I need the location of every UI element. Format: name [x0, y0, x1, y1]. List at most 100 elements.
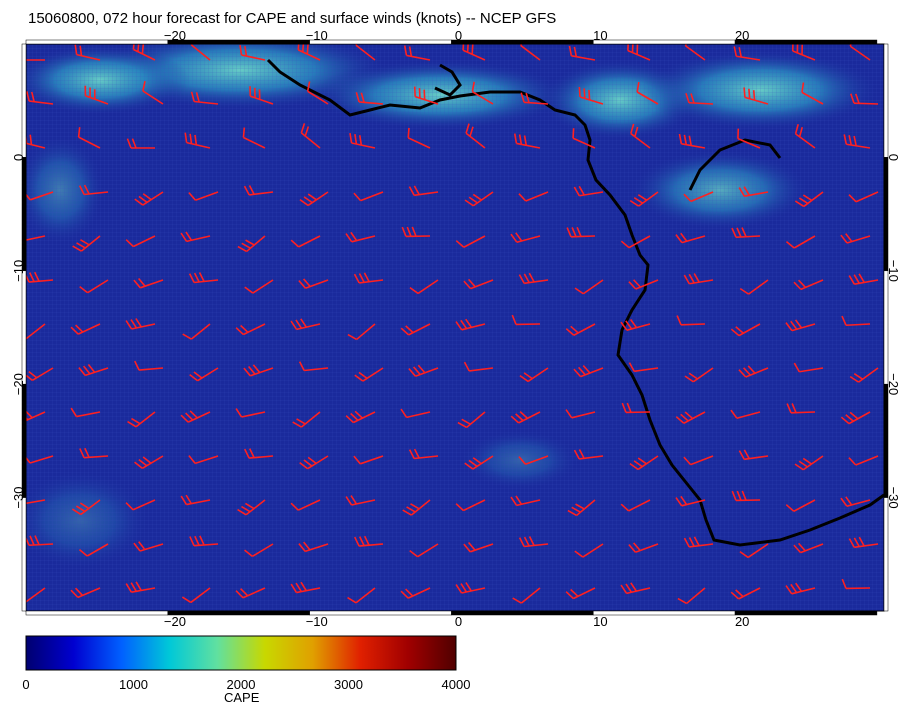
- lat-tick-label: 0: [11, 154, 26, 161]
- wind-barb: [190, 44, 211, 61]
- wind-barb: [519, 367, 549, 383]
- wind-barb: [793, 362, 824, 373]
- wind-barb: [841, 578, 871, 590]
- wind-barb: [676, 315, 706, 326]
- wind-barb: [849, 367, 879, 383]
- map-frame: [21, 39, 889, 616]
- wind-barb: [79, 447, 109, 459]
- wind-barb: [675, 495, 706, 507]
- wind-barb: [464, 191, 494, 207]
- lat-tick-label: 0: [886, 154, 901, 161]
- lat-tick-label: −30: [886, 487, 901, 509]
- wind-barb: [400, 587, 431, 599]
- wind-barb: [520, 44, 541, 61]
- wind-barb: [463, 278, 494, 290]
- wind-barb: [354, 367, 384, 382]
- wind-barb: [511, 314, 541, 326]
- lat-tick-label: −30: [11, 487, 26, 509]
- wind-barb: [621, 402, 651, 414]
- wind-barb: [134, 191, 164, 206]
- wind-barb: [133, 541, 164, 552]
- lon-tick-label: 10: [593, 614, 607, 629]
- wind-barb: [74, 44, 101, 61]
- wind-barb: [791, 44, 816, 61]
- wind-barb: [26, 367, 54, 382]
- wind-barb: [182, 323, 211, 340]
- wind-barb: [237, 235, 266, 253]
- wind-barb: [565, 587, 596, 600]
- wind-barb: [573, 365, 604, 378]
- wind-barb: [464, 455, 494, 470]
- wind-barb: [78, 364, 109, 377]
- africa-coastline: [266, 58, 884, 547]
- wind-barb: [125, 499, 156, 511]
- wind-barb: [26, 323, 46, 340]
- wind-barb: [843, 134, 871, 149]
- wind-barb: [578, 86, 604, 105]
- wind-barb: [292, 411, 321, 428]
- wind-barb: [298, 278, 329, 289]
- wind-barb: [345, 231, 376, 243]
- wind-barb: [636, 82, 659, 105]
- wind-barb: [297, 44, 321, 61]
- wind-barb: [345, 495, 376, 506]
- wind-barb: [355, 92, 384, 105]
- wind-barb: [567, 499, 596, 517]
- wind-barb: [290, 318, 321, 331]
- wind-barb: [455, 235, 486, 248]
- wind-barb: [134, 360, 164, 371]
- lon-tick-label: 20: [735, 614, 749, 629]
- wind-barb: [84, 85, 109, 105]
- lon-tick-label: 0: [455, 614, 462, 629]
- wind-barb: [72, 235, 101, 252]
- lon-tick-label: −10: [306, 614, 328, 629]
- wind-barb: [290, 499, 321, 511]
- wind-barb: [731, 227, 761, 239]
- wind-barb: [730, 323, 761, 337]
- wind-barb: [785, 235, 816, 249]
- wind-barb: [455, 499, 486, 512]
- lon-tick-label: −20: [164, 614, 186, 629]
- wind-barb: [26, 535, 54, 547]
- wind-barb: [848, 536, 879, 549]
- wind-barb: [793, 279, 824, 291]
- colorbar-tick-label: 1000: [119, 677, 148, 692]
- wind-barb: [347, 587, 376, 604]
- wind-barb: [850, 93, 879, 105]
- lon-tick-label: 0: [455, 28, 462, 43]
- wind-barb: [848, 273, 879, 285]
- wind-barb: [70, 407, 101, 418]
- wind-barb: [684, 367, 714, 383]
- wind-barb: [180, 410, 211, 423]
- wind-barb: [237, 499, 266, 516]
- wind-barb: [471, 81, 494, 105]
- colorbar-tick-label: 2000: [226, 677, 256, 692]
- wind-barb: [299, 191, 329, 207]
- wind-barb: [630, 123, 651, 149]
- wind-barb: [520, 92, 549, 105]
- wind-barb: [408, 364, 439, 377]
- wind-barb: [242, 127, 266, 149]
- wind-barb: [235, 323, 266, 336]
- wind-barb: [743, 87, 769, 105]
- wind-barb: [349, 133, 376, 149]
- wind-barb: [353, 455, 384, 465]
- wind-barb: [848, 191, 879, 203]
- wind-barb: [127, 411, 156, 428]
- wind-barb: [299, 455, 329, 470]
- wind-barb: [573, 449, 604, 460]
- wind-barb: [290, 235, 321, 248]
- wind-barb: [244, 448, 274, 459]
- lat-tick-label: −10: [11, 260, 26, 282]
- wind-barb: [733, 46, 761, 61]
- wind-barb: [244, 279, 274, 294]
- wind-barb: [408, 448, 439, 460]
- wind-barb: [518, 272, 549, 285]
- wind-barb: [188, 455, 219, 465]
- wind-barb: [628, 362, 659, 373]
- wind-barb: [793, 542, 824, 554]
- wind-barbs: [26, 44, 879, 605]
- lat-tick-label: −20: [11, 373, 26, 395]
- wind-barb: [683, 191, 714, 203]
- wind-barb: [26, 191, 54, 201]
